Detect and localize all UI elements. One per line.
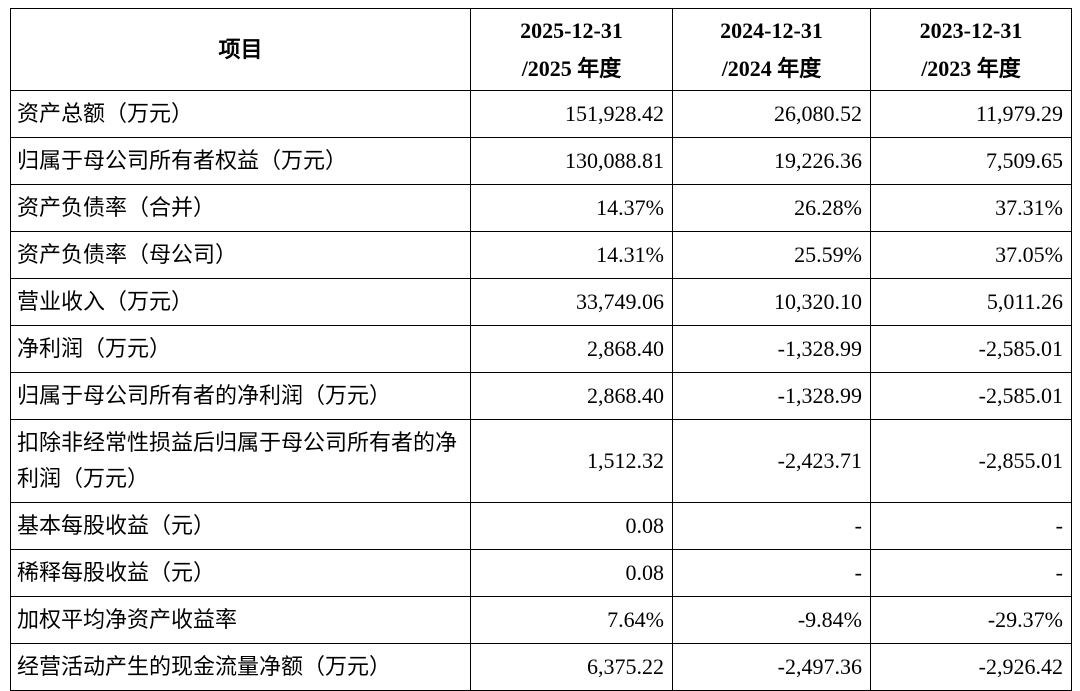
row-label: 归属于母公司所有者权益（万元） [10, 137, 471, 185]
table-row: 净利润（万元） 2,868.40 -1,328.99 -2,585.01 [10, 325, 1072, 373]
header-line: 2023-12-31 [919, 17, 1023, 43]
value-cell: 7.64% [470, 596, 673, 644]
value-cell: 37.31% [870, 184, 1072, 232]
value-cell: 5,011.26 [870, 278, 1072, 326]
value-cell: 26,080.52 [672, 90, 871, 138]
header-cell: 2024-12-31/2024 年度 [672, 8, 871, 91]
value-cell: 2,868.40 [470, 325, 673, 373]
table-row: 资产负债率（合并） 14.37% 26.28% 37.31% [10, 184, 1072, 232]
value-cell: 0.08 [470, 502, 673, 550]
table-row: 扣除非经常性损益后归属于母公司所有者的净利润（万元） 1,512.32 -2,423… [10, 419, 1072, 503]
row-label: 归属于母公司所有者的净利润（万元） [10, 372, 471, 420]
value-cell: -9.84% [672, 596, 871, 644]
row-label: 加权平均净资产收益率 [10, 596, 471, 644]
value-cell: -2,497.36 [672, 643, 871, 691]
table-row: 资产总额（万元） 151,928.42 26,080.52 11,979.29 [10, 90, 1072, 138]
row-label: 基本每股收益（元） [10, 502, 471, 550]
value-cell: -2,855.01 [870, 419, 1072, 503]
value-cell: 6,375.22 [470, 643, 673, 691]
header-row: 项目 2025-12-31/2025 年度 2024-12-31/2024 年度 20… [10, 8, 1072, 91]
value-cell: -2,585.01 [870, 372, 1072, 420]
header-cell: 2023-12-31/2023 年度 [870, 8, 1072, 91]
value-cell: -2,423.71 [672, 419, 871, 503]
value-cell: -29.37% [870, 596, 1072, 644]
value-cell: 25.59% [672, 231, 871, 279]
value-cell: 7,509.65 [870, 137, 1072, 185]
value-cell: 19,226.36 [672, 137, 871, 185]
header-cell: 项目 [10, 8, 471, 91]
value-cell: 2,868.40 [470, 372, 673, 420]
value-cell: -2,926.42 [870, 643, 1072, 691]
header-line: /2023 年度 [921, 55, 1021, 81]
table-row: 归属于母公司所有者权益（万元） 130,088.81 19,226.36 7,509.… [10, 137, 1072, 185]
table-row: 稀释每股收益（元） 0.08- - [10, 549, 1072, 597]
row-label: 资产负债率（合并） [10, 184, 471, 232]
table-row: 加权平均净资产收益率 7.64% -9.84% -29.37% [10, 596, 1072, 644]
header-line: /2024 年度 [721, 55, 822, 81]
header-line: 2024-12-31 [720, 17, 823, 43]
value-cell: 10,320.10 [672, 278, 871, 326]
value-cell: 33,749.06 [470, 278, 673, 326]
financial-table: 项目 2025-12-31/2025 年度 2024-12-31/2024 年度 20… [10, 8, 1072, 691]
row-label: 稀释每股收益（元） [10, 549, 471, 597]
value-cell: 14.31% [470, 231, 673, 279]
value-cell: 1,512.32 [470, 419, 673, 503]
table-row: 归属于母公司所有者的净利润（万元） 2,868.40 -1,328.99 -2,585… [10, 372, 1072, 420]
value-cell: -1,328.99 [672, 372, 871, 420]
row-label: 扣除非经常性损益后归属于母公司所有者的净利润（万元） [10, 419, 471, 503]
value-cell: 130,088.81 [470, 137, 673, 185]
value-cell: 0.08 [470, 549, 673, 597]
table-body: 资产总额（万元） 151,928.42 26,080.52 11,979.29 归属于母… [10, 90, 1072, 691]
table-row: 经营活动产生的现金流量净额（万元） 6,375.22 -2,497.36 -2,926… [10, 643, 1072, 691]
value-cell: - [870, 549, 1072, 597]
value-cell: 26.28% [672, 184, 871, 232]
table-row: 资产负债率（母公司） 14.31% 25.59% 37.05% [10, 231, 1072, 279]
value-cell: 151,928.42 [470, 90, 673, 138]
row-label: 经营活动产生的现金流量净额（万元） [10, 643, 471, 691]
header-line: 2025-12-31 [520, 17, 623, 43]
value-cell: 11,979.29 [870, 90, 1072, 138]
header-line: 项目 [218, 36, 263, 62]
value-cell: - [870, 502, 1072, 550]
value-cell: 37.05% [870, 231, 1072, 279]
header-cell: 2025-12-31/2025 年度 [470, 8, 673, 91]
value-cell: -1,328.99 [672, 325, 871, 373]
value-cell: - [672, 549, 871, 597]
value-cell: -2,585.01 [870, 325, 1072, 373]
row-label: 资产总额（万元） [10, 90, 471, 138]
row-label: 净利润（万元） [10, 325, 471, 373]
header-line: /2025 年度 [521, 55, 622, 81]
table-row: 基本每股收益（元） 0.08- - [10, 502, 1072, 550]
table-row: 营业收入（万元） 33,749.06 10,320.10 5,011.26 [10, 278, 1072, 326]
value-cell: 14.37% [470, 184, 673, 232]
value-cell: - [672, 502, 871, 550]
row-label: 资产负债率（母公司） [10, 231, 471, 279]
row-label: 营业收入（万元） [10, 278, 471, 326]
